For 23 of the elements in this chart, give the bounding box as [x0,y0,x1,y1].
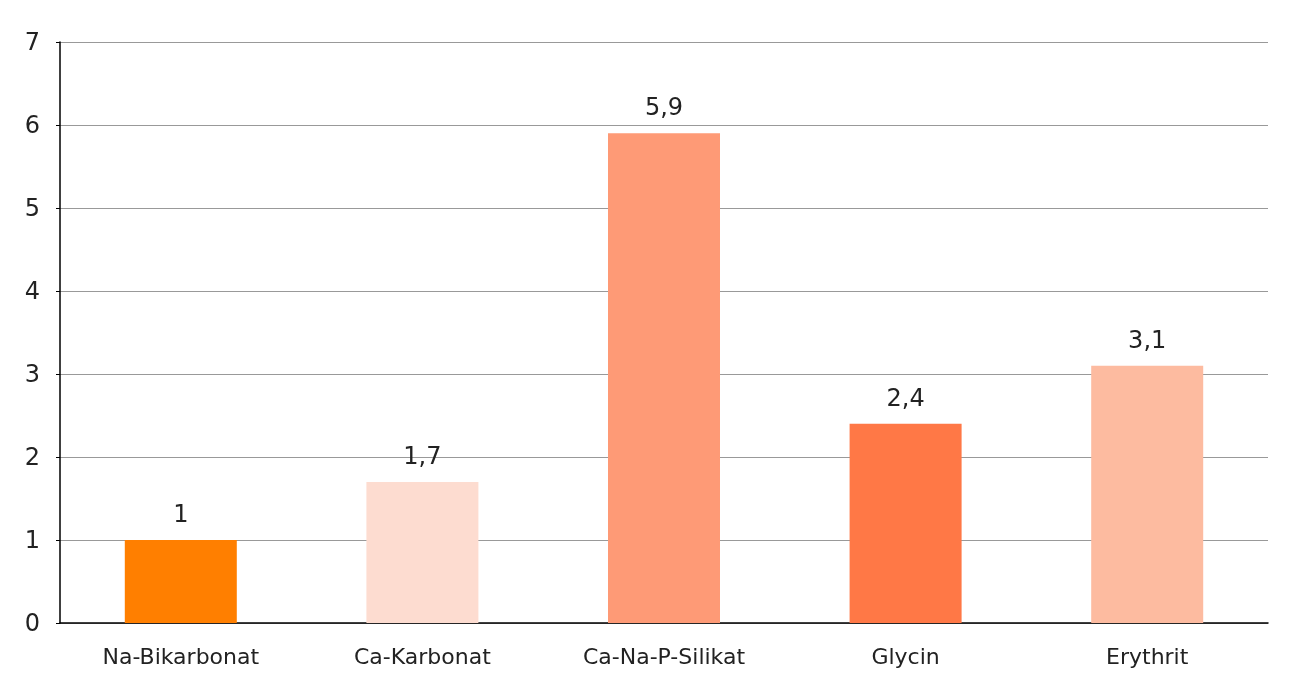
data-label: 1 [173,500,189,528]
x-tick-label: Erythrit [1106,643,1189,669]
y-tick-label: 1 [24,526,40,554]
y-tick-label: 7 [24,28,40,56]
y-tick-label: 2 [24,443,40,471]
x-tick-label: Na-Bikarbonat [102,643,260,669]
bar [849,423,962,623]
bar [1091,365,1204,623]
bar [608,133,720,623]
y-tick-label: 6 [24,111,40,139]
bar [366,481,479,623]
y-tick-label: 4 [24,277,40,305]
data-label: 2,4 [886,383,925,412]
x-tick-label: Ca-Na-P-Silikat [582,643,746,669]
x-tick-label: Ca-Karbonat [353,643,492,669]
y-tick-label: 0 [24,609,40,637]
x-tick-label: Glycin [871,643,940,669]
bar [124,540,237,623]
y-tick-label: 3 [24,360,40,388]
data-label: 1,7 [403,441,442,470]
data-label: 3,1 [1128,325,1167,354]
y-tick-label: 5 [24,194,40,222]
data-label: 5,9 [644,93,684,122]
